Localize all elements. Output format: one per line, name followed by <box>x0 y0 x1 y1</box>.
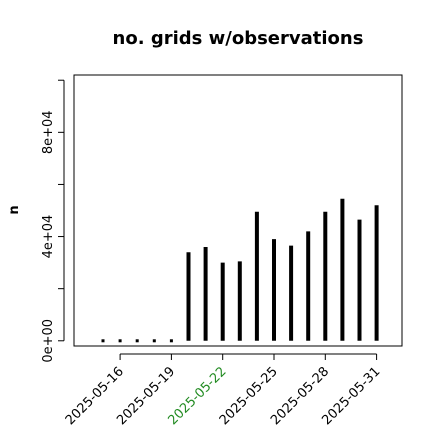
y-tick-label: 0e+00 <box>41 319 56 363</box>
bar <box>101 339 105 343</box>
bar <box>135 339 139 343</box>
bars <box>101 198 379 343</box>
y-axis: 0e+00 4e+04 8e+04 <box>41 79 65 363</box>
plot-frame <box>73 74 403 347</box>
bar <box>169 339 173 343</box>
bar <box>152 339 156 343</box>
y-tick-label: 8e+04 <box>41 110 56 154</box>
bar <box>118 339 122 343</box>
chart-title: no. grids w/observations <box>113 28 364 49</box>
y-tick-label: 4e+04 <box>41 215 56 259</box>
x-axis: 2025-05-162025-05-192025-05-222025-05-25… <box>63 353 383 428</box>
y-axis-label: n <box>7 205 22 214</box>
